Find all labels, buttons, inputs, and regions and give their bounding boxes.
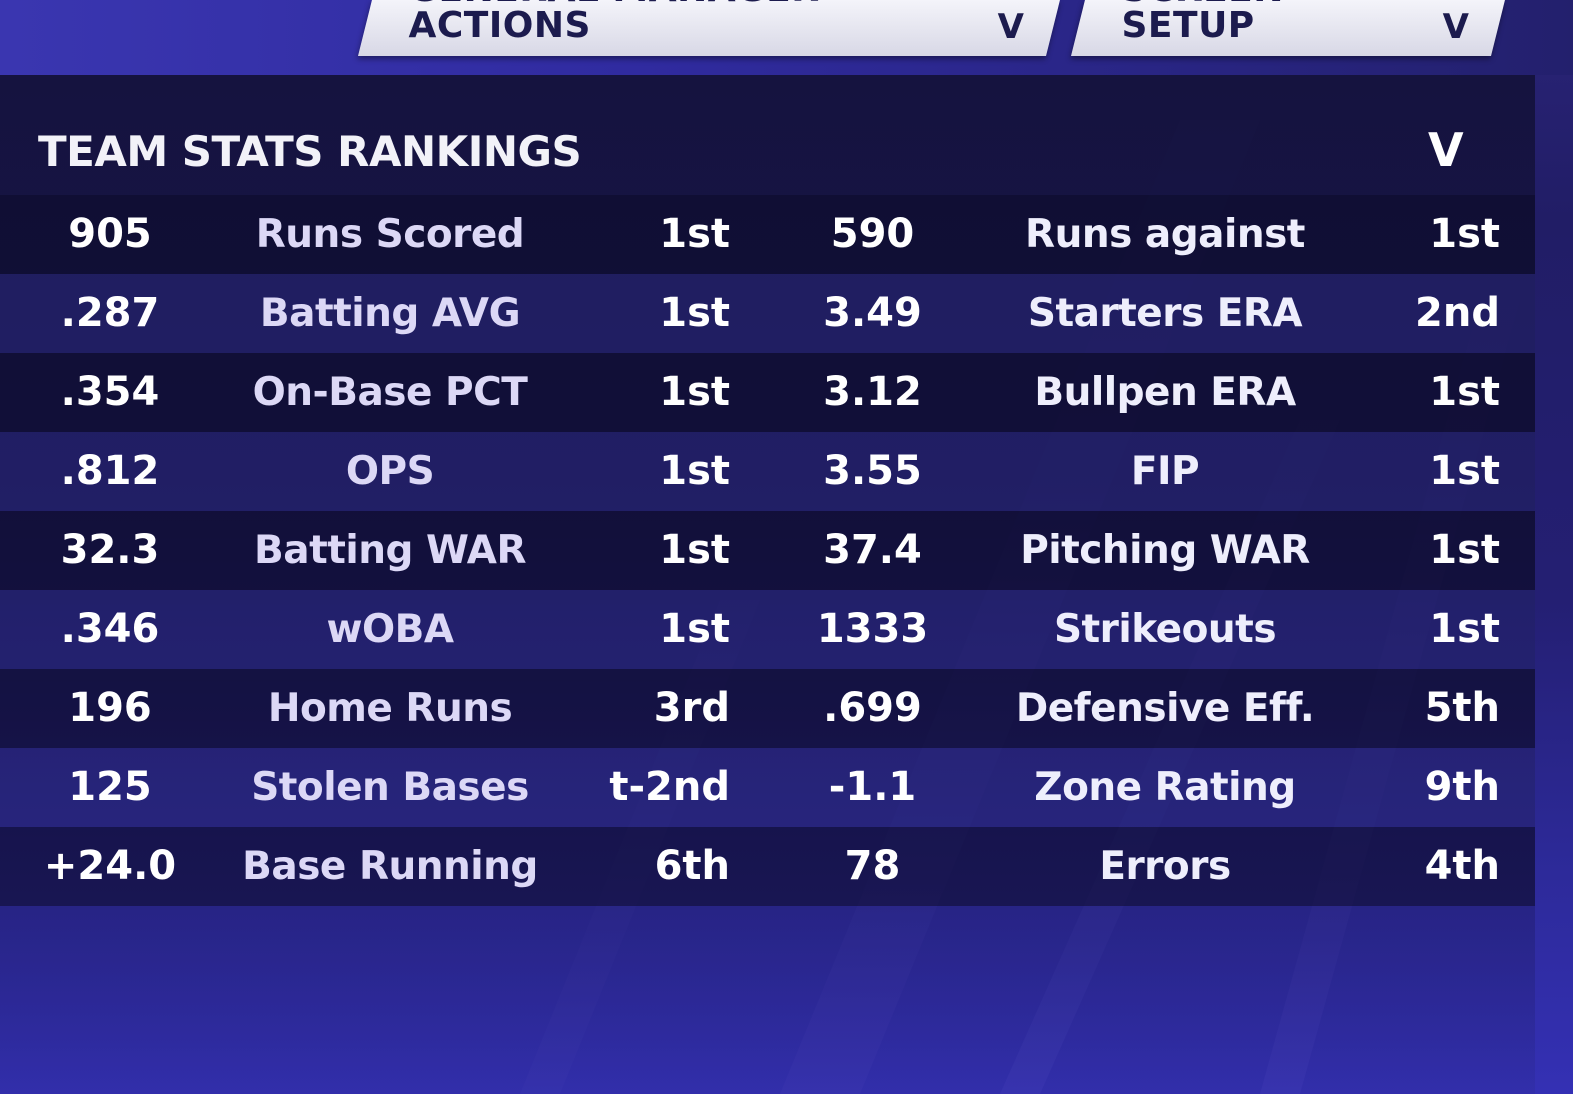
offense-stat-label: Batting AVG xyxy=(259,291,521,336)
offense-rank: 1st xyxy=(659,290,730,336)
defense-value: 3.49 xyxy=(823,290,922,336)
defense-stat-label: Pitching WAR xyxy=(1020,528,1310,573)
defense-value: 78 xyxy=(844,843,901,889)
offense-value: 905 xyxy=(68,211,152,257)
defense-rank: 9th xyxy=(1424,764,1500,810)
defense-stat-label: Errors xyxy=(1099,844,1231,889)
defense-rank: 1st xyxy=(1429,527,1500,573)
offense-value: .346 xyxy=(60,606,160,652)
offense-stat-label: On-Base PCT xyxy=(252,370,528,415)
offense-rank: 3rd xyxy=(653,685,730,731)
table-row: 32.3 Batting WAR 1st 37.4 Pitching WAR 1… xyxy=(0,511,1535,590)
defense-stat-label: Zone Rating xyxy=(1034,765,1296,810)
defense-rank: 1st xyxy=(1429,606,1500,652)
defense-rank: 2nd xyxy=(1415,290,1500,336)
defense-value: 1333 xyxy=(816,606,929,652)
defense-value: -1.1 xyxy=(828,764,917,810)
defense-value: 37.4 xyxy=(823,527,922,573)
defense-stat-label: Defensive Eff. xyxy=(1015,686,1315,731)
offense-value: +24.0 xyxy=(43,843,177,889)
table-row: +24.0 Base Running 6th 78 Errors 4th xyxy=(0,827,1535,906)
collapse-chevron-icon[interactable]: V xyxy=(1428,123,1464,177)
chevron-down-icon: V xyxy=(997,7,1025,47)
defense-rank: 5th xyxy=(1424,685,1500,731)
offense-value: 196 xyxy=(68,685,152,731)
table-row: .812 OPS 1st 3.55 FIP 1st xyxy=(0,432,1535,511)
defense-stat-label: Strikeouts xyxy=(1053,607,1277,652)
defense-stat-label: Runs against xyxy=(1025,212,1305,257)
offense-rank: 1st xyxy=(659,606,730,652)
offense-rank: 1st xyxy=(659,448,730,494)
offense-stat-label: Batting WAR xyxy=(254,528,526,573)
table-row: 196 Home Runs 3rd .699 Defensive Eff. 5t… xyxy=(0,669,1535,748)
stats-table: 905 Runs Scored 1st 590 Runs against 1st… xyxy=(0,195,1535,906)
screen-setup-button[interactable]: SCREEN SETUP V xyxy=(1071,0,1505,56)
offense-stat-label: Stolen Bases xyxy=(251,765,529,810)
defense-stat-label: Bullpen ERA xyxy=(1034,370,1296,415)
screen-setup-label: SCREEN SETUP xyxy=(1121,0,1283,46)
offense-stat-label: wOBA xyxy=(326,607,454,652)
defense-rank: 1st xyxy=(1429,211,1500,257)
offense-rank: t-2nd xyxy=(609,764,730,810)
table-row: .346 wOBA 1st 1333 Strikeouts 1st xyxy=(0,590,1535,669)
defense-rank: 4th xyxy=(1424,843,1500,889)
team-stats-rankings-panel: TEAM STATS RANKINGS V 905 Runs Scored 1s… xyxy=(0,75,1535,1094)
defense-stat-label: Starters ERA xyxy=(1027,291,1303,336)
defense-value: 590 xyxy=(830,211,915,257)
panel-title: TEAM STATS RANKINGS xyxy=(38,127,582,176)
defense-value: 3.55 xyxy=(823,448,922,494)
offense-rank: 1st xyxy=(659,211,730,257)
chevron-down-icon: V xyxy=(1442,7,1470,47)
general-manager-actions-label: GENERAL MANAGER ACTIONS xyxy=(408,0,819,46)
offense-value: .812 xyxy=(60,448,160,494)
offense-stat-label: Home Runs xyxy=(267,686,513,731)
offense-rank: 1st xyxy=(659,527,730,573)
offense-value: 125 xyxy=(68,764,152,810)
offense-rank: 1st xyxy=(659,369,730,415)
offense-value: .287 xyxy=(60,290,160,336)
offense-value: 32.3 xyxy=(60,527,160,573)
defense-rank: 1st xyxy=(1429,369,1500,415)
table-row: 125 Stolen Bases t-2nd -1.1 Zone Rating … xyxy=(0,748,1535,827)
offense-stat-label: OPS xyxy=(345,449,435,494)
offense-stat-label: Base Running xyxy=(242,844,538,889)
offense-value: .354 xyxy=(60,369,160,415)
offense-rank: 6th xyxy=(654,843,730,889)
defense-value: .699 xyxy=(823,685,922,731)
general-manager-actions-button[interactable]: GENERAL MANAGER ACTIONS V xyxy=(358,0,1060,56)
table-row: .354 On-Base PCT 1st 3.12 Bullpen ERA 1s… xyxy=(0,353,1535,432)
offense-stat-label: Runs Scored xyxy=(255,212,525,257)
table-row: 905 Runs Scored 1st 590 Runs against 1st xyxy=(0,195,1535,274)
defense-stat-label: FIP xyxy=(1130,449,1200,494)
table-row: .287 Batting AVG 1st 3.49 Starters ERA 2… xyxy=(0,274,1535,353)
defense-value: 3.12 xyxy=(823,369,922,415)
defense-rank: 1st xyxy=(1429,448,1500,494)
